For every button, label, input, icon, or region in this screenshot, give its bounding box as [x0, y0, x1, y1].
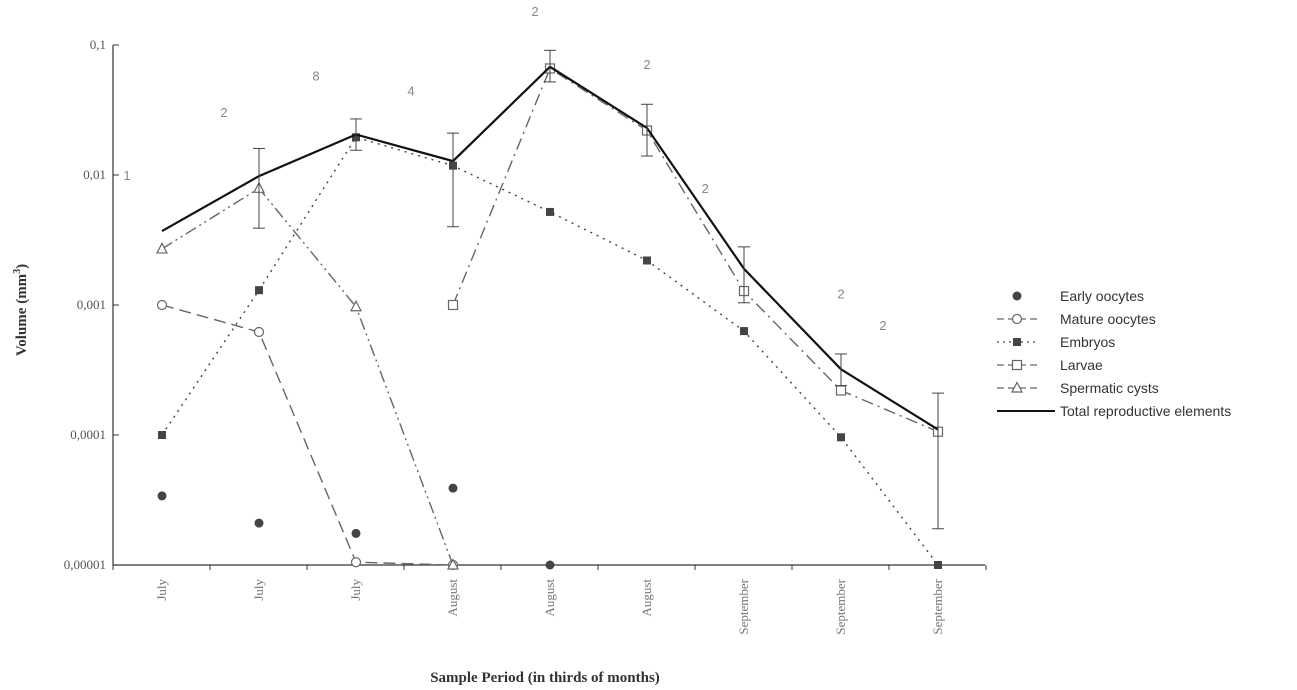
data-point: [1011, 313, 1023, 325]
data-point: [546, 207, 554, 216]
x-tick-label: August: [542, 579, 557, 617]
legend-label: Mature oocytes: [1060, 311, 1156, 327]
y-tick-label: 0,0001: [70, 427, 106, 442]
annotation-label: 2: [220, 105, 227, 120]
legend: Early oocytes Mature oocytes Embryos Larvae…: [997, 288, 1231, 419]
data-point: [350, 299, 362, 312]
series-larvae: [447, 63, 944, 437]
x-axis-title: Sample Period (in thirds of months): [430, 670, 660, 686]
data-point: [253, 326, 265, 338]
data-point: [545, 560, 555, 570]
series-mature-oocytes: [156, 299, 459, 571]
data-point: [835, 385, 847, 396]
data-point: [447, 299, 459, 311]
data-point: [643, 256, 651, 265]
legend-item: Mature oocytes: [997, 311, 1156, 327]
data-point: [1012, 291, 1022, 301]
annotation-label: 2: [702, 181, 709, 196]
data-point: [351, 528, 361, 538]
data-point: [156, 299, 168, 311]
data-point: [1011, 359, 1023, 371]
series-line: [161, 136, 939, 566]
y-tick-label: 0,01: [83, 167, 106, 182]
series-line: [161, 304, 454, 566]
legend-item: Total reproductive elements: [997, 403, 1231, 419]
series-line: [452, 67, 939, 433]
x-tick-label: August: [639, 579, 654, 617]
data-point: [740, 327, 748, 336]
legend-item: Larvae: [997, 357, 1103, 373]
y-tick-label: 0,00001: [64, 557, 106, 572]
x-axis: July July July August August August September S…: [112, 564, 987, 635]
series-layer: [156, 49, 944, 571]
x-tick-label: August: [445, 579, 460, 617]
legend-item: Spermatic cysts: [997, 380, 1159, 396]
y-axis-title: Volume (mm3): [12, 264, 30, 356]
legend-label: Larvae: [1060, 357, 1103, 373]
data-point: [447, 558, 459, 570]
y-tick-label: 0,1: [90, 37, 106, 52]
legend-label: Spermatic cysts: [1060, 380, 1159, 396]
y-tick-label: 0,001: [77, 297, 106, 312]
annotation-label: 2: [531, 4, 538, 19]
annotation-label: 2: [837, 287, 844, 302]
annotation-label: 4: [407, 83, 414, 98]
data-point: [934, 561, 942, 569]
x-tick-label: September: [930, 578, 945, 634]
x-tick-label: July: [251, 579, 266, 601]
annotation-label: 8: [312, 69, 319, 84]
data-point: [350, 557, 362, 568]
data-point: [448, 483, 458, 493]
data-point: [254, 518, 264, 528]
x-tick-label: July: [154, 579, 169, 601]
series-line: [161, 65, 939, 431]
series-total-reproductive-elements: [161, 49, 944, 530]
data-point: [157, 491, 167, 501]
data-point: [1011, 381, 1023, 393]
data-point: [158, 431, 166, 439]
annotation-label: 2: [879, 318, 886, 333]
data-point: [255, 286, 263, 295]
legend-item: Embryos: [997, 334, 1115, 350]
data-point: [1013, 338, 1021, 346]
x-tick-label: September: [833, 578, 848, 634]
y-axis: 0,1 0,01 0,001 0,0001 0,00001: [64, 37, 119, 572]
data-point: [837, 433, 845, 442]
series-line: [161, 187, 454, 566]
series-early-oocytes: [157, 483, 555, 570]
annotation-label: 2: [643, 57, 650, 72]
legend-label: Total reproductive elements: [1060, 403, 1231, 419]
x-tick-label: September: [736, 578, 751, 634]
annotation-label: 1: [123, 168, 130, 183]
x-tick-label: July: [348, 579, 363, 601]
legend-label: Embryos: [1060, 334, 1115, 350]
legend-item: Early oocytes: [1012, 288, 1144, 304]
legend-label: Early oocytes: [1060, 288, 1144, 304]
data-point: [156, 242, 168, 254]
